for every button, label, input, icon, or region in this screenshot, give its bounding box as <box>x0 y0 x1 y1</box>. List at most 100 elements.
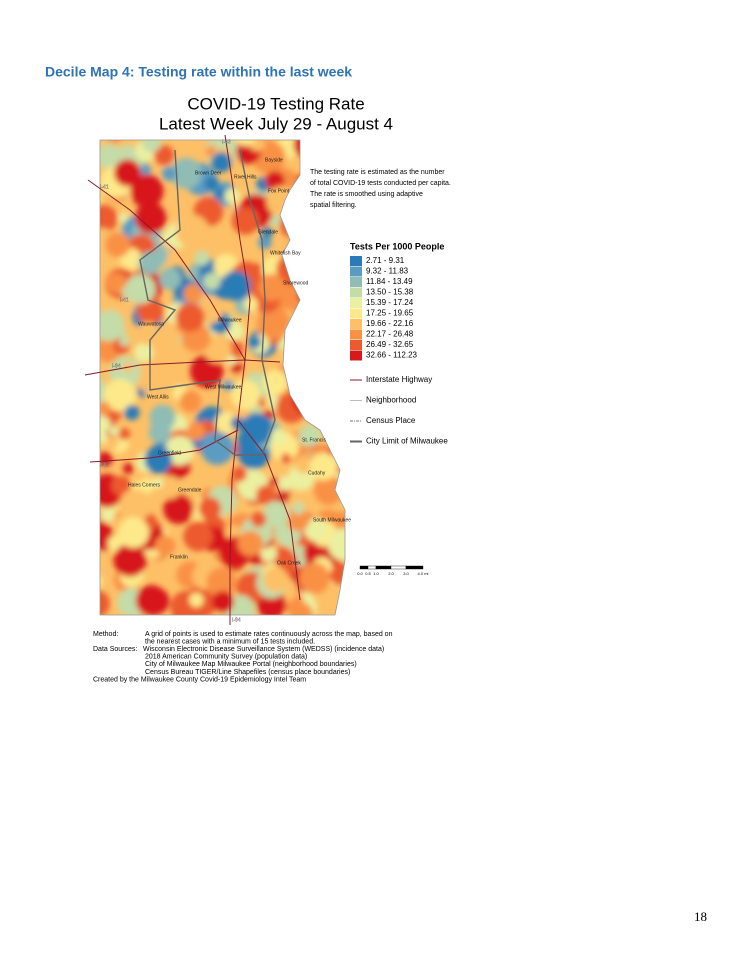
legend-title: Tests Per 1000 People <box>350 241 444 251</box>
legend-swatch <box>350 350 362 361</box>
blob <box>100 507 116 523</box>
blob <box>189 592 204 608</box>
blob <box>303 386 322 405</box>
blob <box>136 321 160 346</box>
legend-label: 26.49 - 32.65 <box>366 340 414 349</box>
blob <box>154 535 176 556</box>
blob <box>164 343 181 359</box>
blob <box>119 336 130 347</box>
blob <box>291 501 305 515</box>
blob <box>162 166 177 181</box>
blob <box>105 436 119 450</box>
blob <box>248 335 262 349</box>
legend-swatch <box>350 308 362 319</box>
blob <box>118 517 150 548</box>
blob <box>298 562 331 594</box>
blob <box>149 404 176 431</box>
legend-line-label: City Limit of Milwaukee <box>366 437 448 446</box>
blob <box>302 289 326 313</box>
blob <box>265 171 285 191</box>
description: The rate is smoothed using adaptive <box>310 191 423 198</box>
blob <box>100 377 106 399</box>
blob <box>262 500 290 528</box>
blob <box>183 284 203 304</box>
blob <box>134 342 154 363</box>
note-line: A grid of points is used to estimate rat… <box>145 631 393 638</box>
blob <box>204 176 220 191</box>
highways <box>84 134 301 625</box>
blob <box>258 273 286 301</box>
blob <box>286 333 316 362</box>
blob <box>136 297 164 325</box>
blob <box>263 566 289 592</box>
scale-label: 4.0 mi <box>418 571 429 576</box>
blob <box>321 316 341 335</box>
place-label: Whitefish Bay <box>270 250 301 256</box>
blob <box>175 302 205 332</box>
blob <box>326 415 337 427</box>
blob <box>152 477 164 489</box>
blob <box>261 226 273 238</box>
blob <box>285 507 310 532</box>
blob <box>280 453 292 464</box>
blob <box>203 335 232 364</box>
county-outline <box>99 139 346 616</box>
blob <box>223 380 234 392</box>
blob <box>100 416 111 433</box>
blob <box>211 590 234 613</box>
blob <box>105 232 131 258</box>
blob <box>288 602 314 615</box>
note-label: Method: <box>93 631 118 638</box>
blob <box>328 561 345 585</box>
description: spatial filtering. <box>310 202 357 209</box>
blob <box>270 428 288 446</box>
blob <box>255 485 276 505</box>
blob <box>113 543 147 577</box>
place-label: South Milwaukee <box>313 517 351 523</box>
place-label: Hales Corners <box>128 482 160 488</box>
blob <box>288 219 308 239</box>
blob <box>308 393 334 419</box>
blob <box>179 390 202 413</box>
blob <box>224 188 241 204</box>
blob <box>111 475 132 496</box>
blob <box>134 202 167 234</box>
legend-label: 22.17 - 26.48 <box>366 330 414 339</box>
blob <box>298 358 313 373</box>
place-label: Milwaukee <box>218 317 242 323</box>
blob <box>220 270 252 301</box>
blob <box>260 545 277 562</box>
blob <box>203 272 221 290</box>
place-label: Fox Point <box>268 188 290 194</box>
blob <box>113 159 142 187</box>
blob <box>327 528 345 562</box>
blob <box>206 567 237 598</box>
place-label: River Hills <box>234 174 257 180</box>
place-label: Wauwatosa <box>138 321 164 327</box>
place-label: St. Francis <box>302 437 326 443</box>
city-limit <box>139 149 276 456</box>
blob <box>100 401 111 416</box>
legend-label: 13.50 - 15.38 <box>366 288 414 297</box>
legend-line-label: Neighborhood <box>366 396 416 405</box>
blob <box>130 174 164 208</box>
blob <box>295 456 313 474</box>
blob <box>310 318 330 339</box>
legend-line-label: Interstate Highway <box>366 375 432 384</box>
highway-label: I-94 <box>232 617 241 623</box>
page-number: 18 <box>694 909 707 924</box>
blob <box>335 337 345 353</box>
legend-swatch <box>350 319 362 329</box>
blob <box>258 235 272 250</box>
blob <box>158 475 182 499</box>
place-label: Franklin <box>170 554 188 560</box>
blob <box>322 140 345 170</box>
blob <box>250 511 267 528</box>
blob <box>244 297 259 312</box>
blob <box>309 452 338 481</box>
blob <box>288 346 319 377</box>
blob <box>291 214 313 236</box>
scale-segment <box>375 565 392 570</box>
